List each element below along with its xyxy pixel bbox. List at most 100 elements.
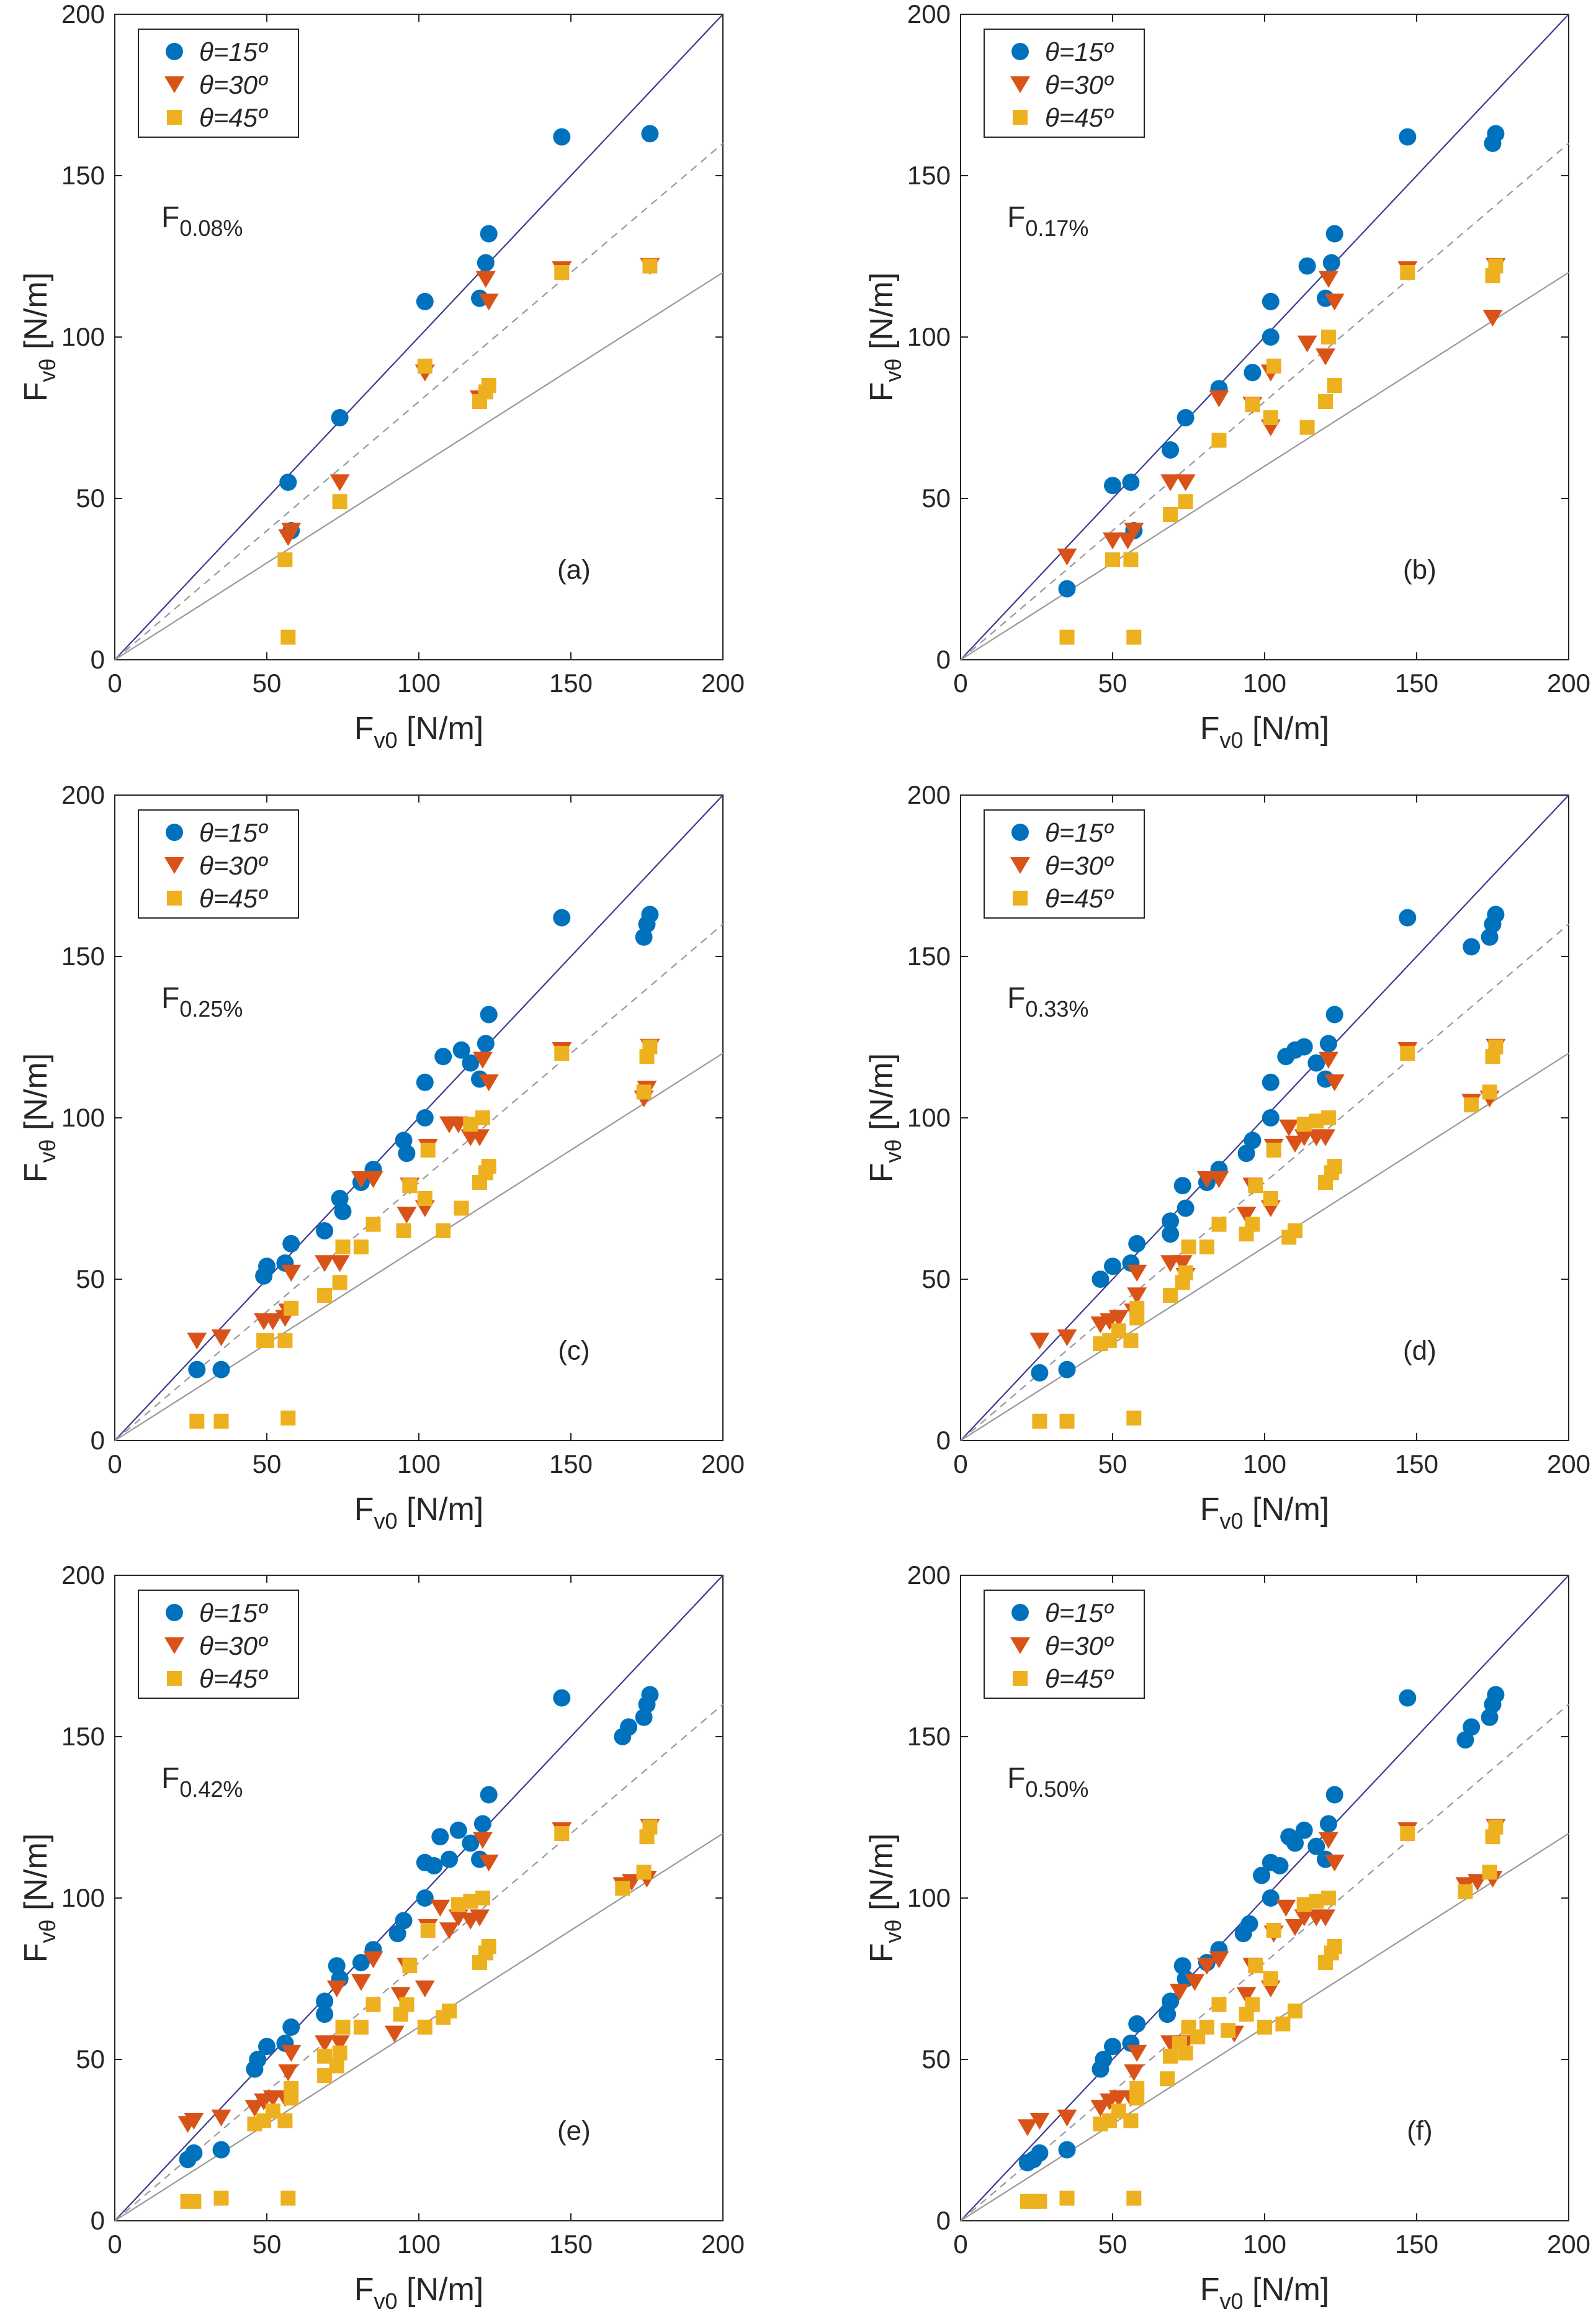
x-tick-label: 50	[253, 2229, 282, 2259]
point-theta30	[1017, 2119, 1038, 2136]
point-theta45	[1400, 1826, 1415, 1841]
point-theta45	[1288, 2004, 1302, 2018]
x-tick-label: 150	[549, 668, 593, 698]
reference-line-080	[960, 143, 1569, 660]
point-theta15	[1487, 1686, 1505, 1704]
point-theta15	[1058, 580, 1076, 598]
point-theta30	[1127, 2045, 1147, 2062]
panel-title: F0.25%	[161, 982, 243, 1022]
y-tick-label: 50	[921, 484, 951, 513]
point-theta30	[1172, 1255, 1193, 1272]
x-axis-label: Fv0 [N/m]	[1200, 711, 1329, 753]
reference-line-080	[960, 924, 1569, 1441]
point-theta15	[212, 1361, 230, 1379]
point-theta30	[1057, 2109, 1077, 2126]
point-theta15	[425, 1857, 443, 1874]
point-theta45	[642, 258, 658, 274]
legend-marker-theta30	[1010, 76, 1030, 93]
point-theta30	[1316, 1909, 1335, 1927]
point-theta45	[1400, 1046, 1415, 1061]
point-theta45	[1211, 433, 1227, 448]
legend-marker-theta15	[166, 1604, 183, 1621]
y-tick-label: 100	[61, 1103, 105, 1132]
point-theta45	[1488, 1819, 1504, 1835]
point-theta45	[636, 1865, 652, 1880]
y-axis-label: Fvθ [N/m]	[18, 272, 60, 402]
legend: θ=15º θ=30º θ=45º	[984, 1590, 1145, 1699]
point-theta45	[1288, 1223, 1302, 1238]
point-theta45	[1221, 2023, 1236, 2038]
point-theta15	[316, 2005, 334, 2023]
point-theta15	[1399, 1689, 1417, 1707]
point-theta15	[1173, 1177, 1191, 1195]
panel-b: 0 50 100 150 200 0 50 100 150 200 θ=15º θ=30º θ=45º F…	[864, 0, 1590, 753]
point-theta45	[554, 1826, 570, 1841]
point-theta15	[480, 1786, 498, 1804]
legend: θ=15º θ=30º θ=45º	[984, 29, 1145, 138]
legend: θ=15º θ=30º θ=45º	[984, 809, 1145, 919]
point-theta15	[641, 125, 659, 143]
x-tick-label: 150	[1395, 668, 1438, 698]
point-theta30	[390, 1987, 411, 2004]
legend-box	[984, 809, 1145, 919]
point-theta15	[641, 1686, 659, 1704]
y-tick-label: 150	[907, 161, 951, 190]
point-theta45	[1199, 2020, 1214, 2035]
point-theta15	[480, 1006, 498, 1024]
point-theta30	[478, 1074, 499, 1092]
y-tick-label: 150	[907, 942, 951, 971]
point-theta45	[1245, 397, 1260, 413]
y-tick-label: 0	[936, 645, 951, 674]
point-theta45	[1211, 1997, 1227, 2012]
point-theta45	[442, 2004, 457, 2018]
point-theta30	[1175, 474, 1196, 492]
point-theta15	[282, 1235, 300, 1253]
point-theta45	[1163, 1288, 1178, 1303]
point-theta30	[363, 1171, 383, 1189]
y-tick-label: 50	[921, 1264, 951, 1293]
point-theta45	[280, 2190, 296, 2206]
point-theta45	[1199, 1239, 1214, 1254]
point-theta15	[1487, 125, 1505, 143]
x-tick-label: 100	[1243, 668, 1286, 698]
point-theta45	[399, 1997, 415, 2012]
point-theta15	[334, 1202, 352, 1220]
point-theta45	[1488, 1039, 1504, 1055]
point-theta15	[1162, 1992, 1180, 2010]
point-theta45	[454, 1200, 469, 1216]
point-theta30	[478, 1855, 499, 1872]
point-theta45	[436, 1223, 451, 1238]
point-theta45	[1032, 2193, 1047, 2209]
legend-marker-theta45	[1013, 891, 1028, 906]
point-theta45	[1275, 2016, 1291, 2031]
point-theta45	[1059, 1413, 1075, 1429]
point-theta15	[331, 409, 349, 426]
y-tick-label: 50	[76, 1264, 105, 1293]
point-theta30	[1297, 335, 1317, 353]
point-theta15	[1298, 257, 1316, 275]
point-theta45	[1178, 494, 1193, 510]
point-theta30	[472, 1832, 493, 1849]
point-theta30	[1124, 523, 1144, 540]
legend-label: θ=30º	[199, 70, 268, 99]
point-theta15	[449, 1821, 467, 1839]
point-theta30	[1090, 2100, 1111, 2117]
point-theta30	[470, 1909, 490, 1927]
legend-label: θ=30º	[1045, 1631, 1114, 1660]
legend-marker-theta45	[167, 110, 182, 125]
legend-box	[138, 29, 299, 138]
point-theta15	[1177, 1199, 1195, 1217]
point-theta15	[462, 1834, 480, 1852]
y-tick-label: 150	[907, 1722, 951, 1751]
point-theta30	[330, 1255, 350, 1272]
point-theta15	[1399, 128, 1417, 146]
point-theta30	[470, 1129, 490, 1146]
point-theta45	[475, 1110, 490, 1125]
point-theta15	[1325, 1786, 1343, 1804]
panel-a: 0 50 100 150 200 0 50 100 150 200 θ=15º θ=30º θ=45º F…	[18, 0, 745, 753]
point-theta45	[1245, 1217, 1260, 1232]
point-theta15	[452, 1041, 470, 1059]
reference-line-080	[960, 1704, 1569, 2221]
reference-line-1to1	[114, 14, 724, 660]
point-theta45	[402, 1178, 418, 1194]
